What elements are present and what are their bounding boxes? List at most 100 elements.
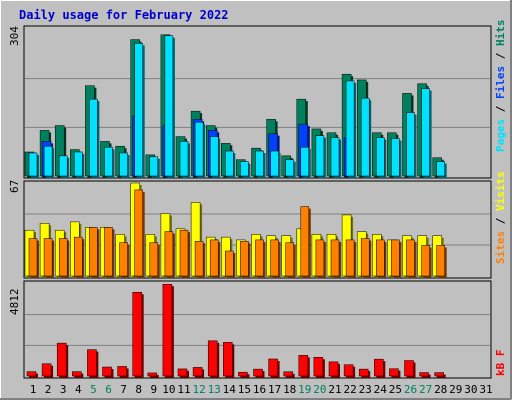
bar-kbf-day-11 [177, 368, 188, 377]
x-tick-label-day-1: 1 [30, 383, 37, 396]
chart-title: Daily usage for February 2022 [19, 8, 229, 22]
bar-pages-day-28 [436, 161, 445, 177]
bar-pages-day-15 [240, 161, 249, 177]
bar-sites-day-18 [285, 242, 294, 277]
x-tick-label-day-7: 7 [120, 383, 127, 396]
bar-pages-day-14 [225, 150, 234, 177]
bar-sites-day-14 [225, 250, 234, 277]
bar-kbf-day-18 [283, 371, 293, 377]
bar-kbf-day-9 [147, 372, 158, 377]
bar-pages-day-25 [391, 138, 400, 177]
legend-files: Files [494, 66, 507, 99]
legend-hits: Hits [494, 20, 507, 47]
bar-kbf-day-25 [389, 368, 399, 377]
bar-kbf-day-17 [268, 358, 278, 377]
x-tick-label-day-21: 21 [328, 383, 341, 396]
bar-kbf-day-8 [132, 292, 142, 377]
x-tick-label-day-30: 30 [464, 383, 477, 396]
bar-kbf-day-15 [238, 371, 248, 377]
bar-kbf-day-3 [56, 342, 67, 377]
bar-sites-day-15 [240, 241, 249, 277]
bar-kbf-day-16 [253, 368, 263, 377]
y-max-label: 304 [8, 26, 21, 46]
bar-kbf-day-1 [26, 371, 37, 377]
bar-pages-day-17 [270, 150, 279, 177]
kbf-panel: 4812 kB F [8, 280, 507, 379]
x-tick-label-day-9: 9 [150, 383, 157, 396]
bar-kbf-day-6 [102, 366, 112, 377]
bar-sites-day-25 [391, 239, 400, 277]
x-tick-label-day-10: 10 [162, 383, 175, 396]
x-tick-label-day-8: 8 [135, 383, 142, 396]
bar-sites-day-9 [149, 242, 159, 277]
bar-sites-day-20 [315, 239, 325, 277]
bar-sites-day-26 [406, 239, 415, 277]
legend-sites-visits: Sites / Visits [494, 171, 507, 264]
bar-kbf-day-27-shadow [421, 374, 431, 378]
bar-pages-day-12 [194, 121, 204, 177]
bar-kbf-day-21 [328, 361, 339, 377]
bar-kbf-day-9-shadow [149, 374, 159, 378]
bar-pages-day-2 [43, 145, 53, 177]
legend-hits-files-pages: Pages / Files / Hits [494, 20, 507, 153]
bar-pages-day-27 [421, 88, 430, 177]
bar-sites-day-27 [421, 245, 430, 277]
bar-pages-day-9 [149, 156, 159, 177]
bar-pages-day-20 [315, 135, 325, 177]
x-tick-label-day-31: 31 [479, 383, 492, 396]
x-tick-label-day-13: 13 [208, 383, 221, 396]
bar-kbf-day-13 [207, 340, 218, 377]
bar-sites-day-1 [28, 238, 38, 277]
x-tick-label-day-4: 4 [75, 383, 82, 396]
bar-sites-day-17 [270, 239, 279, 277]
bars-bottom [25, 283, 490, 378]
bar-sites-day-23 [360, 238, 370, 277]
legend-visits: Visits [494, 171, 507, 211]
x-tick-label-day-3: 3 [60, 383, 67, 396]
bar-kbf-day-24 [374, 358, 384, 377]
x-tick-label-day-25: 25 [389, 383, 402, 396]
bar-sites-day-8 [134, 189, 143, 277]
bar-sites-day-19 [300, 206, 310, 277]
x-tick-label-day-12: 12 [192, 383, 205, 396]
bar-kbf-day-28-shadow [436, 374, 446, 378]
bar-kbf-day-10 [162, 283, 173, 377]
bar-sites-day-24 [376, 239, 385, 277]
x-tick-label-day-19: 19 [298, 383, 311, 396]
bar-sites-day-4 [74, 236, 83, 277]
x-tick-label-day-17: 17 [268, 383, 281, 396]
legend-sites: Sites [494, 231, 507, 264]
x-tick-label-day-23: 23 [359, 383, 372, 396]
x-tick-label-day-2: 2 [45, 383, 52, 396]
bar-kbf-day-14 [223, 342, 233, 377]
x-tick-label-day-15: 15 [238, 383, 251, 396]
bar-pages-day-7 [119, 152, 128, 177]
bar-sites-day-13 [209, 239, 219, 277]
bar-kbf-day-28 [434, 372, 444, 377]
bar-pages-day-23 [360, 97, 370, 177]
bar-sites-day-12 [194, 241, 204, 277]
bar-kbf-day-20 [313, 357, 324, 377]
bar-sites-day-6 [104, 227, 113, 277]
bar-kbf-day-12 [192, 367, 203, 377]
bar-kbf-day-23 [358, 368, 369, 377]
x-tick-label-day-20: 20 [313, 383, 326, 396]
y-max-label: 67 [8, 180, 21, 193]
bar-sites-day-7 [119, 242, 128, 277]
bar-pages-day-22 [345, 80, 355, 177]
bar-sites-day-21 [330, 239, 340, 277]
x-tick-label-day-6: 6 [105, 383, 112, 396]
bar-kbf-day-5 [87, 349, 97, 377]
y-max-label: 4812 [8, 289, 21, 316]
x-tick-label-day-11: 11 [177, 383, 190, 396]
x-tick-label-day-18: 18 [283, 383, 296, 396]
bars-top [24, 34, 490, 179]
bar-pages-day-26 [406, 112, 415, 177]
x-tick-label-day-28: 28 [434, 383, 447, 396]
x-tick-label-day-16: 16 [253, 383, 266, 396]
bar-sites-day-2 [43, 238, 53, 277]
bar-pages-day-24 [376, 137, 385, 177]
bar-sites-day-16 [255, 239, 264, 277]
x-tick-label-day-29: 29 [449, 383, 462, 396]
